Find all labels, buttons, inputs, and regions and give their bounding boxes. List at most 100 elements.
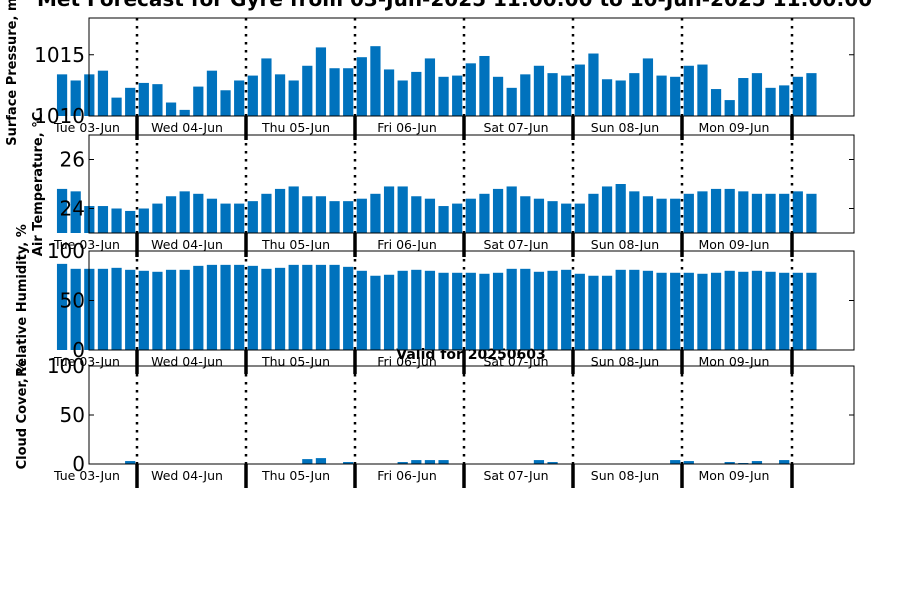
bar — [97, 70, 109, 116]
bar — [520, 268, 531, 350]
bar — [193, 86, 204, 116]
bar — [165, 269, 177, 350]
bar — [411, 196, 422, 233]
bar — [125, 461, 136, 464]
bar — [329, 68, 340, 116]
bar — [438, 272, 449, 350]
x-tick-label: Fri 06-Jun — [377, 237, 437, 252]
y-tick-label: 1015 — [34, 43, 85, 67]
bar — [751, 73, 763, 117]
bar — [520, 74, 531, 116]
bar — [751, 461, 763, 464]
bar — [152, 203, 163, 233]
bar — [792, 272, 803, 350]
bar — [329, 264, 340, 350]
bar — [315, 264, 327, 350]
bar — [125, 210, 136, 233]
bar — [751, 193, 763, 233]
bar — [220, 90, 231, 116]
bar — [206, 264, 218, 350]
bar — [370, 46, 381, 116]
bar — [492, 188, 504, 233]
bar — [356, 57, 367, 116]
bar — [411, 71, 422, 116]
bar — [111, 97, 122, 117]
bar — [274, 74, 286, 116]
bar — [642, 196, 654, 233]
bar — [424, 270, 436, 350]
bar — [111, 208, 122, 233]
bar — [670, 76, 681, 116]
bar — [506, 268, 517, 350]
x-tick-label: Sun 08-Jun — [591, 468, 659, 483]
bar — [315, 196, 327, 233]
bar — [710, 272, 722, 350]
x-tick-label: Wed 04-Jun — [151, 237, 223, 252]
bar — [779, 85, 790, 117]
bar — [220, 264, 231, 350]
bar — [792, 191, 803, 233]
bar — [506, 186, 517, 233]
bar — [533, 65, 545, 116]
bar — [193, 265, 204, 350]
bar — [438, 460, 449, 464]
bar — [506, 87, 517, 116]
bar — [315, 47, 327, 116]
figure-subtitle: Valid for 20250603 — [396, 347, 545, 363]
bar — [738, 191, 749, 233]
bar — [738, 78, 749, 116]
bar — [193, 193, 204, 233]
bar — [424, 460, 436, 464]
bar — [724, 188, 735, 233]
x-tick-label: Wed 04-Jun — [151, 120, 223, 135]
y-tick-label: 0 — [72, 452, 85, 476]
bar — [779, 272, 790, 350]
bar — [601, 186, 613, 233]
x-tick-label: Sat 07-Jun — [483, 468, 548, 483]
bar — [710, 188, 722, 233]
x-tick-label: Tue 03-Jun — [53, 354, 120, 369]
bar — [656, 198, 667, 233]
bar — [533, 271, 545, 350]
bar — [383, 69, 395, 116]
bar — [302, 196, 313, 233]
bar — [479, 273, 490, 350]
bar — [765, 271, 776, 350]
chart-panel-3: 0 50 100 Relative Humidity, % Tue 03-Jun Wed … — [15, 224, 855, 377]
bar — [97, 268, 109, 350]
bar — [601, 275, 613, 350]
x-tick-label: Sat 07-Jun — [483, 120, 548, 135]
bar — [247, 265, 258, 350]
bar — [125, 87, 136, 116]
x-tick-label: Wed 04-Jun — [151, 468, 223, 483]
bar — [601, 79, 613, 116]
x-tick-label: Sat 07-Jun — [483, 237, 548, 252]
bar — [683, 193, 694, 233]
bar — [547, 201, 558, 233]
bar — [411, 460, 422, 464]
bar — [792, 76, 803, 116]
bar — [343, 266, 354, 350]
bar — [642, 58, 654, 116]
bar — [138, 270, 149, 350]
bar — [383, 186, 395, 233]
x-tick-label: Thu 05-Jun — [261, 468, 330, 483]
bar — [234, 203, 245, 233]
bar — [274, 267, 286, 350]
bar — [343, 201, 354, 233]
x-tick-label: Thu 05-Jun — [261, 237, 330, 252]
plot-frame — [88, 17, 855, 117]
bar — [574, 64, 585, 116]
bar — [779, 193, 790, 233]
x-tick-label: Wed 04-Jun — [151, 354, 223, 369]
x-tick-label: Fri 06-Jun — [377, 120, 437, 135]
y-tick-label: 26 — [60, 148, 85, 172]
bar — [397, 270, 408, 350]
bar — [111, 267, 122, 350]
bar — [438, 76, 449, 116]
bar — [370, 193, 381, 233]
plot-frame — [88, 365, 855, 465]
bar — [629, 73, 640, 117]
bar — [234, 264, 245, 350]
bar — [588, 275, 599, 350]
